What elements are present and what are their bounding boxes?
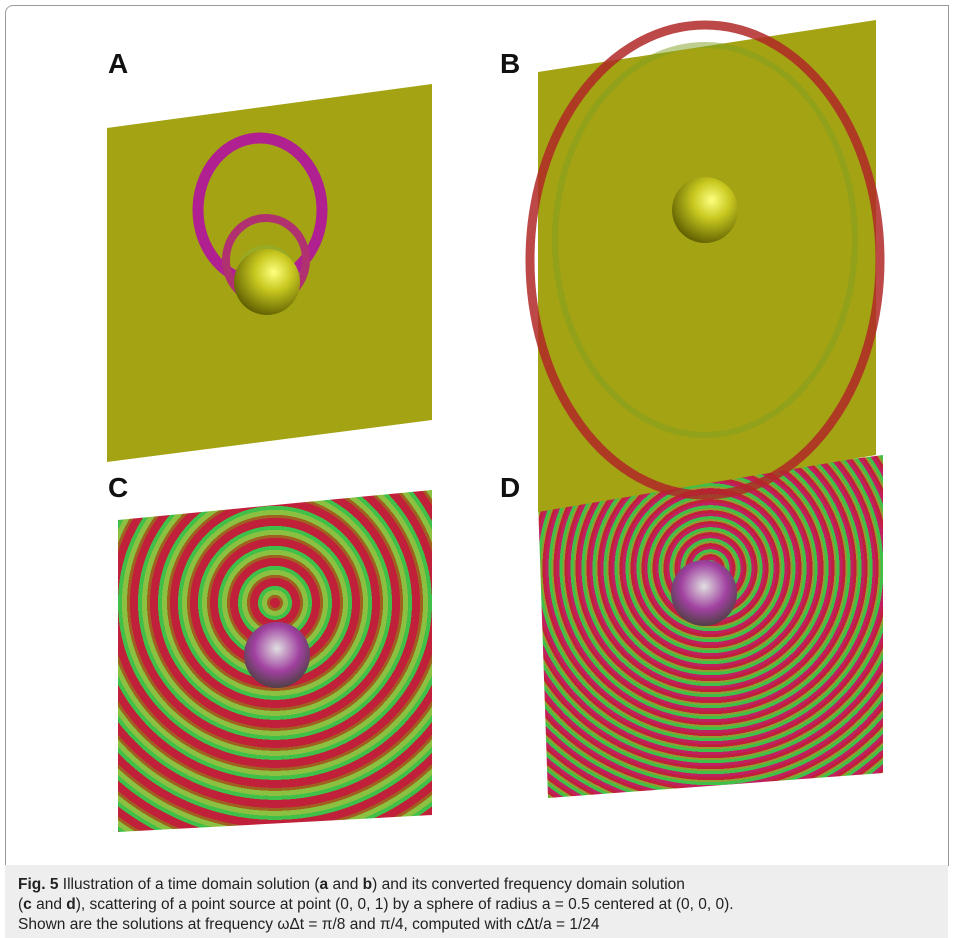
caption-text: Illustration of a time domain solution (: [58, 876, 319, 893]
sphere: [671, 560, 737, 626]
caption-line: (c and d), scattering of a point source …: [18, 895, 948, 915]
fig-label: Fig. 5: [18, 876, 58, 893]
caption-ref: b: [363, 876, 372, 893]
caption-ref: d: [66, 896, 75, 913]
caption-line: Shown are the solutions at frequency ωΔt…: [18, 915, 948, 935]
caption-text: ) and its converted frequency domain sol…: [372, 876, 685, 893]
caption-line: Fig. 5 Illustration of a time domain sol…: [18, 875, 948, 895]
sphere: [672, 177, 738, 243]
caption: Fig. 5 Illustration of a time domain sol…: [5, 865, 948, 938]
caption-ref: a: [320, 876, 329, 893]
caption-text: ), scattering of a point source at point…: [76, 896, 734, 913]
caption-text: Shown are the solutions at frequency ωΔt…: [18, 916, 600, 933]
figure-art: [0, 0, 953, 865]
caption-text: and: [328, 876, 362, 893]
sphere: [244, 622, 310, 688]
page: A B C D Fig. 5 Illustration of a time do…: [0, 0, 953, 938]
caption-ref: c: [23, 896, 32, 913]
sphere: [234, 249, 300, 315]
caption-text: and: [32, 896, 66, 913]
